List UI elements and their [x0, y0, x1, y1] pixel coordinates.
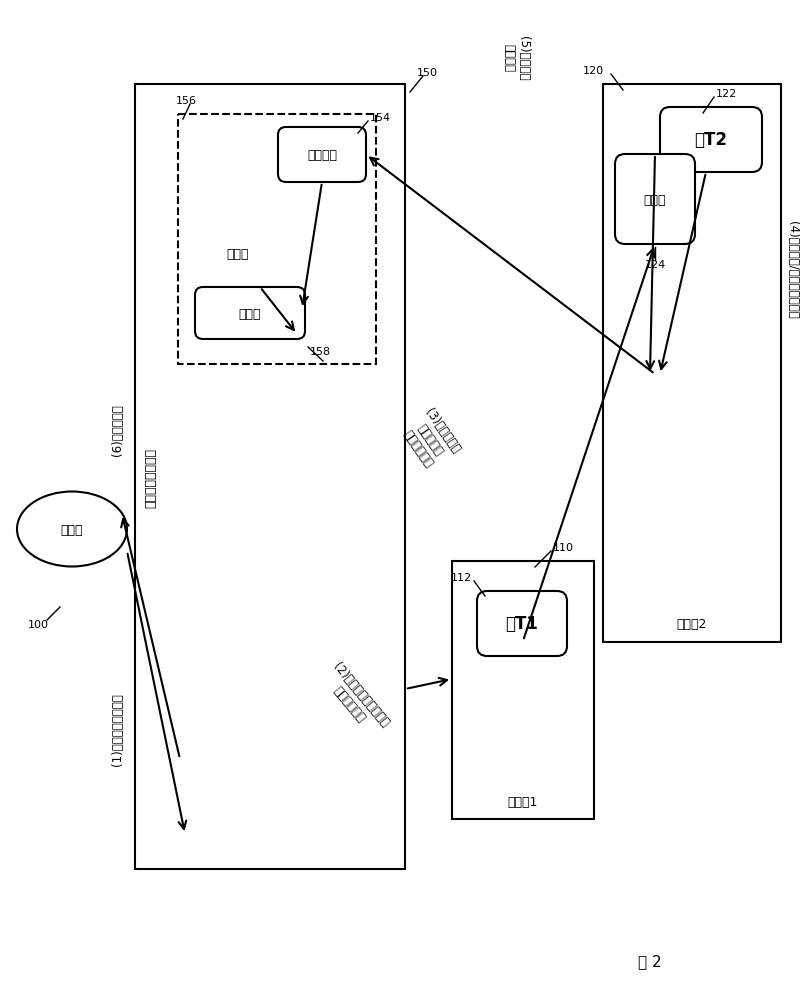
Bar	[135, 84, 405, 869]
Text: (6)返回合并表: (6)返回合并表	[111, 404, 125, 455]
Text: (1)提交数据检索命令: (1)提交数据检索命令	[111, 693, 125, 765]
Text: 临时表: 临时表	[644, 193, 666, 207]
Text: 120: 120	[582, 66, 603, 76]
Text: 100: 100	[27, 619, 49, 629]
Text: 合并表: 合并表	[226, 248, 250, 261]
Text: 112: 112	[451, 573, 472, 582]
Text: (2)根据生成的子命令，
读取匹配结果: (2)根据生成的子命令， 读取匹配结果	[318, 660, 391, 739]
Text: (5)读取中间
结果集行: (5)读取中间 结果集行	[502, 36, 530, 81]
Text: 122: 122	[716, 88, 738, 98]
FancyBboxPatch shape	[195, 287, 305, 340]
Text: 表T2: 表T2	[694, 131, 727, 149]
Text: (4)哈希连接/块嵌套循环连接: (4)哈希连接/块嵌套循环连接	[786, 221, 798, 318]
Text: 图 2: 图 2	[638, 953, 662, 968]
Text: 联邦数据库服务器: 联邦数据库服务器	[145, 447, 158, 507]
Text: 结果集合: 结果集合	[307, 149, 337, 162]
FancyBboxPatch shape	[278, 128, 366, 183]
FancyBboxPatch shape	[615, 155, 695, 245]
Bar	[603, 84, 781, 642]
FancyBboxPatch shape	[477, 591, 567, 656]
Ellipse shape	[17, 492, 127, 567]
Text: 客户端: 客户端	[61, 523, 83, 536]
Text: 110: 110	[553, 543, 574, 553]
Text: (3)将块数据的
至少相关列
传送到临时表: (3)将块数据的 至少相关列 传送到临时表	[398, 407, 462, 473]
Text: 数据源2: 数据源2	[677, 618, 707, 631]
Text: 156: 156	[176, 95, 197, 106]
Text: 块数据: 块数据	[238, 307, 262, 320]
Text: 154: 154	[370, 113, 391, 123]
Text: 数据源1: 数据源1	[508, 794, 538, 808]
Text: 表T1: 表T1	[506, 615, 538, 633]
Text: 124: 124	[644, 259, 666, 269]
FancyBboxPatch shape	[660, 108, 762, 173]
Bar	[452, 562, 594, 819]
Bar	[178, 115, 376, 365]
Text: 158: 158	[310, 347, 331, 357]
Text: 150: 150	[417, 68, 438, 78]
